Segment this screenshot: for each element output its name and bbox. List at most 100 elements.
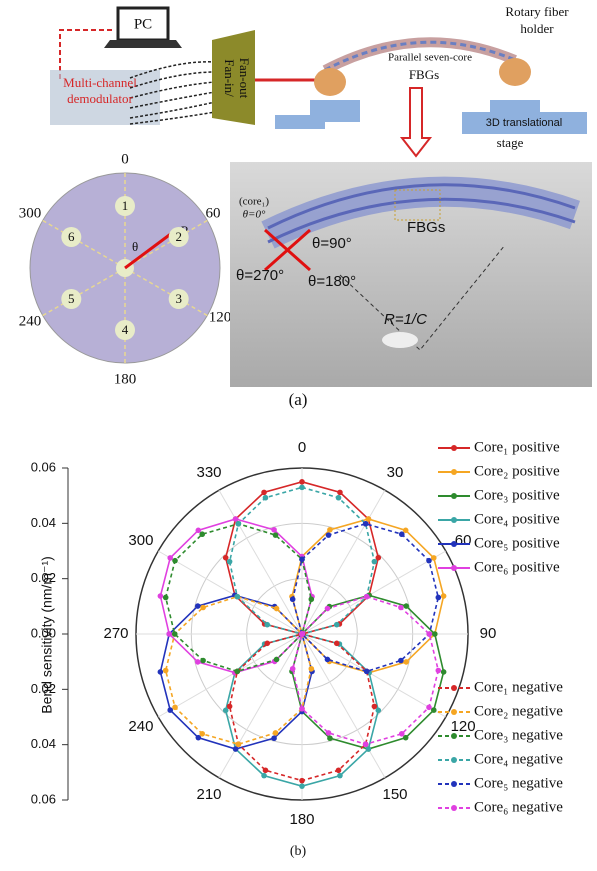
grid-spoke	[301, 489, 386, 635]
point	[363, 668, 370, 675]
grid-spoke	[301, 633, 447, 718]
point	[375, 707, 382, 714]
y-tick-label: 0.02	[31, 681, 56, 696]
legend-label: Core₆ negative	[474, 799, 563, 815]
core-number: 6	[68, 229, 75, 244]
point	[324, 605, 331, 612]
point	[157, 593, 164, 599]
point	[327, 735, 333, 742]
radius-line	[124, 231, 173, 270]
point	[365, 516, 372, 522]
spoke	[42, 267, 126, 317]
point	[272, 532, 279, 538]
schematic: PC Multi-channel demodulator Fan-in/ Fan…	[50, 4, 587, 158]
core-number: 1	[122, 198, 129, 213]
y-tick-label: 0.06	[31, 791, 56, 806]
fan-label: Fan-in/	[222, 59, 237, 97]
point	[299, 777, 305, 784]
point	[337, 772, 343, 779]
legend-marker	[451, 757, 457, 763]
legend-label: Core₆ positive	[474, 559, 560, 575]
grating	[394, 189, 441, 221]
point	[222, 554, 229, 561]
point	[222, 707, 229, 714]
fiber-tube	[261, 176, 581, 249]
point	[325, 532, 332, 538]
center-marker	[382, 332, 418, 348]
point	[403, 659, 410, 665]
legend-marker	[451, 805, 457, 811]
point	[200, 657, 206, 664]
point	[426, 704, 432, 711]
point	[194, 603, 201, 609]
point	[199, 531, 206, 538]
core	[115, 320, 135, 340]
legend-marker	[451, 781, 457, 787]
legend-label: Core₅ positive	[474, 535, 560, 551]
theta-tick-label: 90	[480, 625, 497, 642]
legend-marker	[451, 493, 457, 499]
stage-block	[275, 115, 325, 129]
fiber-cores	[267, 183, 576, 244]
point	[430, 707, 437, 713]
legend-label: Core₅ negative	[474, 775, 563, 791]
point	[435, 667, 442, 674]
point	[402, 527, 409, 534]
grid-spoke	[218, 633, 303, 779]
point	[235, 520, 242, 527]
point	[398, 531, 405, 538]
y-tick-label: 0.00	[31, 625, 56, 640]
theta-tick-label: 120	[451, 718, 476, 735]
point	[299, 631, 305, 637]
y-tick-label: 0.04	[31, 515, 56, 530]
point	[171, 631, 178, 637]
point	[327, 526, 333, 533]
radius-lines	[339, 244, 506, 351]
fiber-title: FBGs	[409, 67, 439, 82]
theta-tick-label: 300	[128, 532, 153, 549]
point	[362, 741, 369, 748]
point	[261, 489, 267, 496]
point	[363, 593, 370, 600]
stage-block	[490, 100, 540, 115]
point	[195, 527, 202, 534]
point	[333, 621, 340, 628]
angle-label: θ=180°	[308, 273, 356, 290]
y-axis-label: Bend sensitivity (nm/m⁻¹)	[39, 556, 55, 714]
point	[333, 640, 340, 647]
point	[299, 783, 305, 789]
grid-spoke	[157, 550, 303, 635]
point	[299, 705, 305, 712]
legend-label: Core₂ positive	[474, 463, 560, 479]
theta-tick-label: 180	[289, 811, 314, 828]
legend-label: Core₄ positive	[474, 511, 560, 527]
point	[273, 656, 280, 663]
theta-tick-label: 330	[196, 464, 221, 481]
point	[262, 494, 269, 501]
cross	[264, 228, 311, 272]
grid-spoke	[301, 550, 447, 635]
grid-spoke	[301, 633, 386, 779]
theta-tick-label: 150	[382, 786, 407, 803]
point	[398, 604, 404, 611]
cables	[129, 61, 216, 125]
point	[162, 594, 169, 601]
demodulator-label: Multi-channel	[63, 75, 137, 90]
point	[398, 657, 404, 664]
point	[426, 631, 433, 637]
grid-spoke	[157, 633, 303, 718]
point	[308, 665, 315, 672]
legend-label: Core₃ negative	[474, 727, 563, 743]
legend-marker	[451, 445, 457, 451]
point	[271, 526, 277, 533]
holder	[499, 58, 531, 86]
core	[61, 289, 82, 309]
spoke	[124, 219, 208, 269]
legend-marker	[451, 685, 457, 691]
legend-marker	[451, 565, 457, 571]
point	[234, 593, 241, 600]
point	[172, 704, 178, 711]
core-number: 5	[68, 291, 75, 306]
